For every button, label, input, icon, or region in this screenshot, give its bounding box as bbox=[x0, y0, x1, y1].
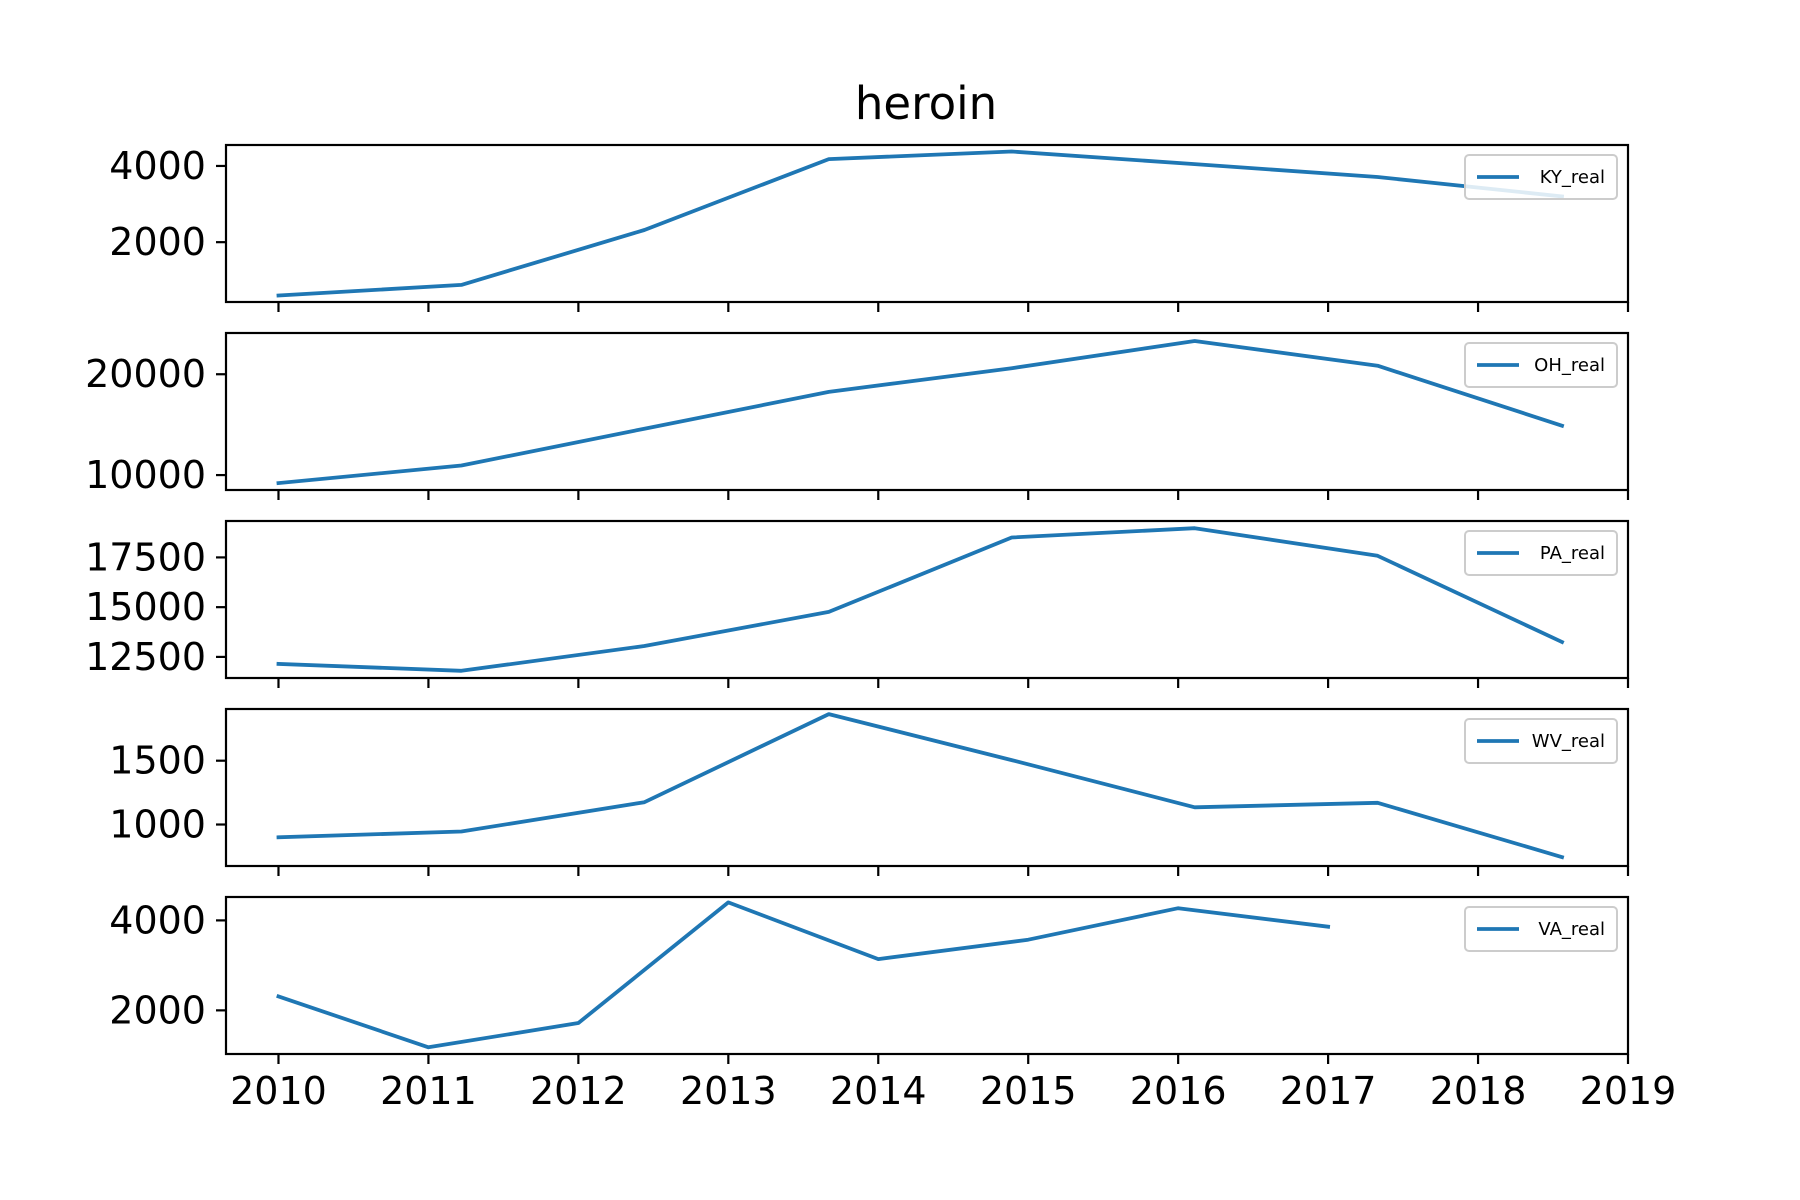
x-tick-label: 2019 bbox=[1580, 1069, 1677, 1113]
y-tick-label: 10000 bbox=[85, 453, 206, 497]
legend-box bbox=[1464, 342, 1618, 388]
series-line-pa-real bbox=[276, 526, 1565, 673]
y-tick-label: 17500 bbox=[85, 535, 206, 579]
subplot-5: 2010 2011 2012 2013 2014 2015 2016 2017 2018 2019… bbox=[109, 895, 1677, 1113]
x-tick-label: 2014 bbox=[830, 1069, 927, 1113]
x-tick-label: 2010 bbox=[230, 1069, 327, 1113]
x-tick-label: 2013 bbox=[680, 1069, 777, 1113]
subplot-1: 2000 4000 KY_real bbox=[109, 143, 1630, 312]
y-tick-label: 12500 bbox=[85, 635, 206, 679]
y-tick-label: 2000 bbox=[109, 220, 206, 264]
x-tick-label: 2016 bbox=[1130, 1069, 1227, 1113]
legend-label: WV_real bbox=[1532, 731, 1605, 752]
chart-title: heroin bbox=[855, 77, 997, 130]
legend-label: KY_real bbox=[1540, 167, 1605, 188]
axes-frame bbox=[224, 707, 1630, 868]
y-tick-label: 4000 bbox=[109, 144, 206, 188]
axes-frame bbox=[224, 143, 1630, 304]
legend: KY_real bbox=[1464, 154, 1618, 200]
legend-label: PA_real bbox=[1540, 543, 1605, 564]
y-tick-label: 15000 bbox=[85, 585, 206, 629]
x-tick-label: 2012 bbox=[530, 1069, 627, 1113]
subplot-3: 12500 15000 17500 PA_real bbox=[85, 519, 1630, 688]
legend-box bbox=[1464, 906, 1618, 952]
y-tick-label: 4000 bbox=[109, 898, 206, 942]
legend-box bbox=[1464, 530, 1618, 576]
y-tick-label: 1500 bbox=[109, 739, 206, 783]
series-line-va-real bbox=[276, 900, 1331, 1050]
y-tick-label: 1000 bbox=[109, 803, 206, 847]
x-tick-label: 2017 bbox=[1280, 1069, 1377, 1113]
legend: PA_real bbox=[1464, 530, 1618, 576]
axes-frame bbox=[224, 519, 1630, 680]
legend: VA_real bbox=[1464, 906, 1618, 952]
legend: OH_real bbox=[1464, 342, 1618, 388]
y-tick-label: 20000 bbox=[85, 352, 206, 396]
x-tick-label: 2018 bbox=[1430, 1069, 1527, 1113]
legend-box bbox=[1464, 154, 1618, 200]
x-tick-label: 2015 bbox=[980, 1069, 1077, 1113]
series-line-ky-real bbox=[276, 149, 1565, 298]
subplot-4: 1000 1500 WV_real bbox=[109, 707, 1630, 876]
subplot-2: 10000 20000 OH_real bbox=[85, 331, 1630, 500]
y-tick-label: 2000 bbox=[109, 988, 206, 1032]
legend-label: OH_real bbox=[1534, 355, 1605, 376]
legend: WV_real bbox=[1464, 718, 1618, 764]
series-line-wv-real bbox=[276, 712, 1565, 860]
series-line-oh-real bbox=[276, 339, 1565, 486]
legend-box bbox=[1464, 718, 1618, 764]
axes-frame bbox=[224, 895, 1630, 1056]
subplot-stack: 2000 4000 KY_real 10000 20000 OH_real 12500 150… bbox=[85, 143, 1677, 1113]
legend-label: VA_real bbox=[1538, 919, 1605, 940]
axes-frame bbox=[224, 331, 1630, 492]
x-tick-label: 2011 bbox=[380, 1069, 477, 1113]
